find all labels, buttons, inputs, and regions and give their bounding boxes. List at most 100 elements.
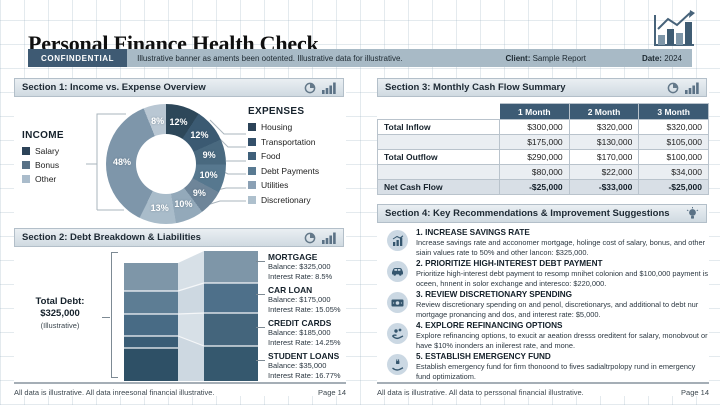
section2-header-icons	[304, 232, 336, 244]
recommendation-body: Increase savings rate and acconomer mort…	[416, 238, 706, 257]
car-icon	[387, 261, 408, 282]
row-label: Total Outflow	[377, 149, 500, 165]
cash-flow-table-head: 1 Month 2 Month 3 Month	[377, 103, 709, 120]
donut-segment-label: 8%	[151, 115, 165, 126]
debt-item: CAR LOAN Balance: $175,000 Interest Rate: …	[256, 285, 346, 315]
banner-client: Client: Sample Report	[505, 54, 585, 63]
client-value: Sample Report	[532, 53, 586, 63]
recommendation-title: 4. EXPLORE REFINANCING OPTIONS	[416, 321, 563, 330]
table-column-header: 3 Month	[638, 103, 709, 120]
footer-right-page: Page 14	[681, 388, 709, 397]
row-label: Net Cash Flow	[377, 179, 500, 195]
recommendation-title: 5. ESTABLISH EMERGENCY FUND	[416, 352, 551, 361]
footer-left-page: Page 14	[318, 388, 346, 397]
section3-header-icons	[667, 82, 699, 94]
recommendation-text: 2. PRIORITIZE HIGH-INTEREST DEBT PAYMENT…	[416, 259, 709, 288]
banner-message: Illustrative banner as aments been ooten…	[137, 53, 403, 63]
table-corner-cell	[377, 103, 500, 120]
total-debt-caption: Total Debt:	[35, 296, 85, 307]
hand-plug-icon	[387, 354, 408, 375]
legend-item: Debt Payments	[248, 166, 346, 176]
expenses-legend: EXPENSES Housing Transportation Food Debt P…	[248, 106, 346, 209]
debt-item: CREDIT CARDS Balance: $185,000 Interest Ra…	[256, 318, 346, 348]
debt-balance: Balance: $35,000	[268, 361, 327, 370]
cell-value: $34,000	[638, 164, 709, 180]
legend-label: Utilities	[261, 180, 289, 190]
donut-segment-label: 12%	[190, 130, 209, 141]
confidential-banner: CONFINDENTIAL Illustrative banner as ame…	[28, 49, 692, 67]
debt-rate: Interest Rate: 8.5%	[268, 271, 333, 281]
section4-title: Section 4: Key Recommendations & Improve…	[385, 208, 670, 219]
legend-swatch	[22, 175, 30, 183]
income-legend: INCOME Salary Bonus Other	[22, 130, 102, 188]
legend-label: Food	[261, 151, 281, 161]
bar-chart-icon	[322, 82, 336, 94]
pie-chart-icon	[304, 232, 316, 243]
date-value: 2024	[664, 53, 682, 63]
legend-label: Discretionary	[261, 194, 311, 205]
debt-balance: Balance: $185,000	[268, 328, 331, 337]
recommendation-text: 4. EXPLORE REFINANCING OPTIONS Explore re…	[416, 321, 709, 350]
donut-segment-label: 10%	[199, 169, 218, 180]
recommendation-item: 4. EXPLORE REFINANCING OPTIONS Explore re…	[377, 321, 709, 350]
debt-balance: Balance: $175,000	[268, 295, 331, 304]
footer-left-text: All data is illustrative. All data inree…	[14, 388, 215, 397]
debt-bracket	[111, 252, 118, 378]
cell-value: $320,000	[638, 119, 709, 135]
debt-rate: Interest Rate: 15.05%	[268, 304, 341, 314]
section2-title: Section 2: Debt Breakdown & Liabilities	[22, 232, 201, 243]
row-label	[377, 134, 500, 150]
section3-header: Section 3: Monthly Cash Flow Summary	[377, 78, 707, 97]
donut-segment-label: 48%	[113, 157, 132, 168]
income-expense-chart: INCOME Salary Bonus Other 12% 12% 9% 10% 9% 10%…	[14, 100, 346, 228]
legend-item: Bonus	[22, 160, 102, 170]
legend-swatch	[248, 195, 256, 204]
footer-right: All data is illustrative. All data to pe…	[377, 382, 709, 397]
cash-flow-table-body: Total Inflow $300,000 $320,000 $320,000 $175…	[377, 119, 709, 195]
donut-segment-label: 9%	[192, 187, 206, 198]
recommendation-list: 1. INCREASE SAVINGS RATE Increase savings…	[377, 228, 709, 383]
legend-item: Transportation	[248, 137, 346, 147]
debt-stacked-bars	[124, 251, 258, 381]
legend-swatch	[22, 147, 30, 155]
cell-value: $105,000	[638, 134, 709, 150]
cell-value: -$25,000	[638, 179, 709, 195]
debt-name: CAR LOAN	[268, 285, 313, 295]
recommendation-text: 3. REVIEW DISCRETIONARY SPENDING Review d…	[416, 290, 709, 319]
section4-header: Section 4: Key Recommendations & Improve…	[377, 204, 707, 223]
table-row: $80,000 $22,000 $34,000	[377, 164, 709, 180]
legend-label: Salary	[35, 146, 60, 156]
section3-title: Section 3: Monthly Cash Flow Summary	[385, 82, 566, 93]
recommendation-body: Prioritize high-interest debt payment to…	[416, 269, 709, 288]
debt-breakdown-chart: Total Debt: $325,000 (Illustrative)	[14, 250, 346, 382]
footer-left: All data is illustrative. All data inree…	[14, 382, 346, 397]
table-header-row: 1 Month 2 Month 3 Month	[377, 103, 709, 120]
recommendation-title: 2. PRIORITIZE HIGH-INTEREST DEBT PAYMENT	[416, 259, 603, 268]
recommendation-body: Review discretionary spending on and pen…	[416, 300, 699, 319]
legend-label: Bonus	[35, 160, 60, 170]
table-column-header: 2 Month	[568, 103, 640, 120]
debt-rate: Interest Rate: 14.25%	[268, 337, 341, 347]
legend-swatch	[248, 181, 256, 189]
cell-value: $300,000	[499, 119, 570, 135]
cell-value: $170,000	[568, 149, 640, 165]
donut-segment-label: 9%	[202, 150, 216, 161]
legend-item: Other	[22, 174, 102, 184]
cash-flow-table: 1 Month 2 Month 3 Month Total Inflow $300,0…	[377, 103, 709, 195]
debt-item: STUDENT LOANS Balance: $35,000 Interest Ra…	[256, 351, 346, 381]
recommendation-body: Explore refinancing options, to exucit a…	[416, 331, 708, 350]
legend-item: Food	[248, 151, 346, 161]
income-expense-donut: 12% 12% 9% 10% 9% 10% 13% 48% 8%	[106, 104, 226, 224]
recommendation-title: 3. REVIEW DISCRETIONARY SPENDING	[416, 290, 573, 299]
section4-header-icons	[686, 206, 699, 221]
section2-header: Section 2: Debt Breakdown & Liabilities	[14, 228, 344, 247]
recommendation-item: 3. REVIEW DISCRETIONARY SPENDING Review d…	[377, 290, 709, 319]
debt-name: STUDENT LOANS	[268, 351, 340, 361]
footer-right-text: All data is illustrative. All data to pe…	[377, 388, 584, 397]
cell-value: -$33,000	[568, 179, 640, 195]
legend-swatch	[22, 161, 30, 169]
recommendation-text: 1. INCREASE SAVINGS RATE Increase savings…	[416, 228, 709, 257]
table-column-header: 1 Month	[499, 103, 570, 120]
confidential-badge: CONFINDENTIAL	[28, 49, 128, 67]
